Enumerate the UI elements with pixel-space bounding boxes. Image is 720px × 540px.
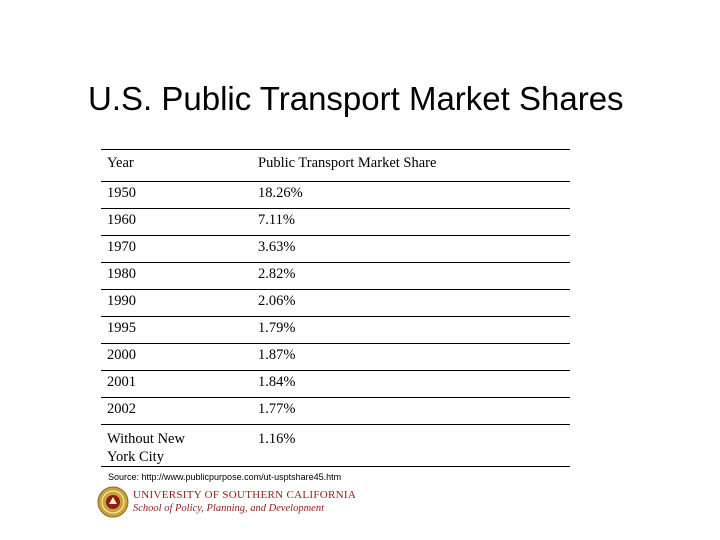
table-header-row: Year Public Transport Market Share [101, 149, 570, 182]
share-cell: 1.87% [252, 343, 570, 371]
share-cell: 2.82% [252, 262, 570, 290]
university-seal-icon [97, 486, 129, 518]
year-cell: 2000 [101, 343, 252, 371]
table-row: 1960 7.11% [101, 208, 570, 236]
table-row: 1990 2.06% [101, 289, 570, 317]
university-name: UNIVERSITY OF SOUTHERN CALIFORNIA [133, 489, 357, 501]
year-cell: Without New York City [101, 424, 252, 467]
source-citation: Source: http://www.publicpurpose.com/ut-… [108, 472, 342, 482]
table-row: 1980 2.82% [101, 262, 570, 290]
year-cell: 1980 [101, 262, 252, 290]
share-cell: 1.84% [252, 370, 570, 398]
year-cell: 2001 [101, 370, 252, 398]
table-row: Without New York City 1.16% [101, 424, 570, 467]
year-cell: 1970 [101, 235, 252, 263]
table-row: 1950 18.26% [101, 181, 570, 209]
year-cell: 2002 [101, 397, 252, 425]
market-share-table: Year Public Transport Market Share 1950 1… [101, 149, 570, 467]
year-cell: 1950 [101, 181, 252, 209]
column-header-year: Year [101, 149, 252, 182]
table-row: 1995 1.79% [101, 316, 570, 344]
share-cell: 3.63% [252, 235, 570, 263]
table-row: 1970 3.63% [101, 235, 570, 263]
share-cell: 1.79% [252, 316, 570, 344]
year-cell: 1995 [101, 316, 252, 344]
year-cell: 1960 [101, 208, 252, 236]
table-row: 2000 1.87% [101, 343, 570, 371]
year-cell: 1990 [101, 289, 252, 317]
share-cell: 1.77% [252, 397, 570, 425]
table-row: 2001 1.84% [101, 370, 570, 398]
share-cell: 1.16% [252, 424, 570, 467]
university-logo: UNIVERSITY OF SOUTHERN CALIFORNIA School… [97, 486, 356, 518]
logo-text: UNIVERSITY OF SOUTHERN CALIFORNIA School… [133, 489, 356, 515]
slide-title: U.S. Public Transport Market Shares [88, 80, 624, 117]
share-cell: 18.26% [252, 181, 570, 209]
share-cell: 2.06% [252, 289, 570, 317]
share-cell: 7.11% [252, 208, 570, 236]
school-name: School of Policy, Planning, and Developm… [133, 503, 324, 514]
column-header-share: Public Transport Market Share [252, 149, 570, 182]
table-row: 2002 1.77% [101, 397, 570, 425]
